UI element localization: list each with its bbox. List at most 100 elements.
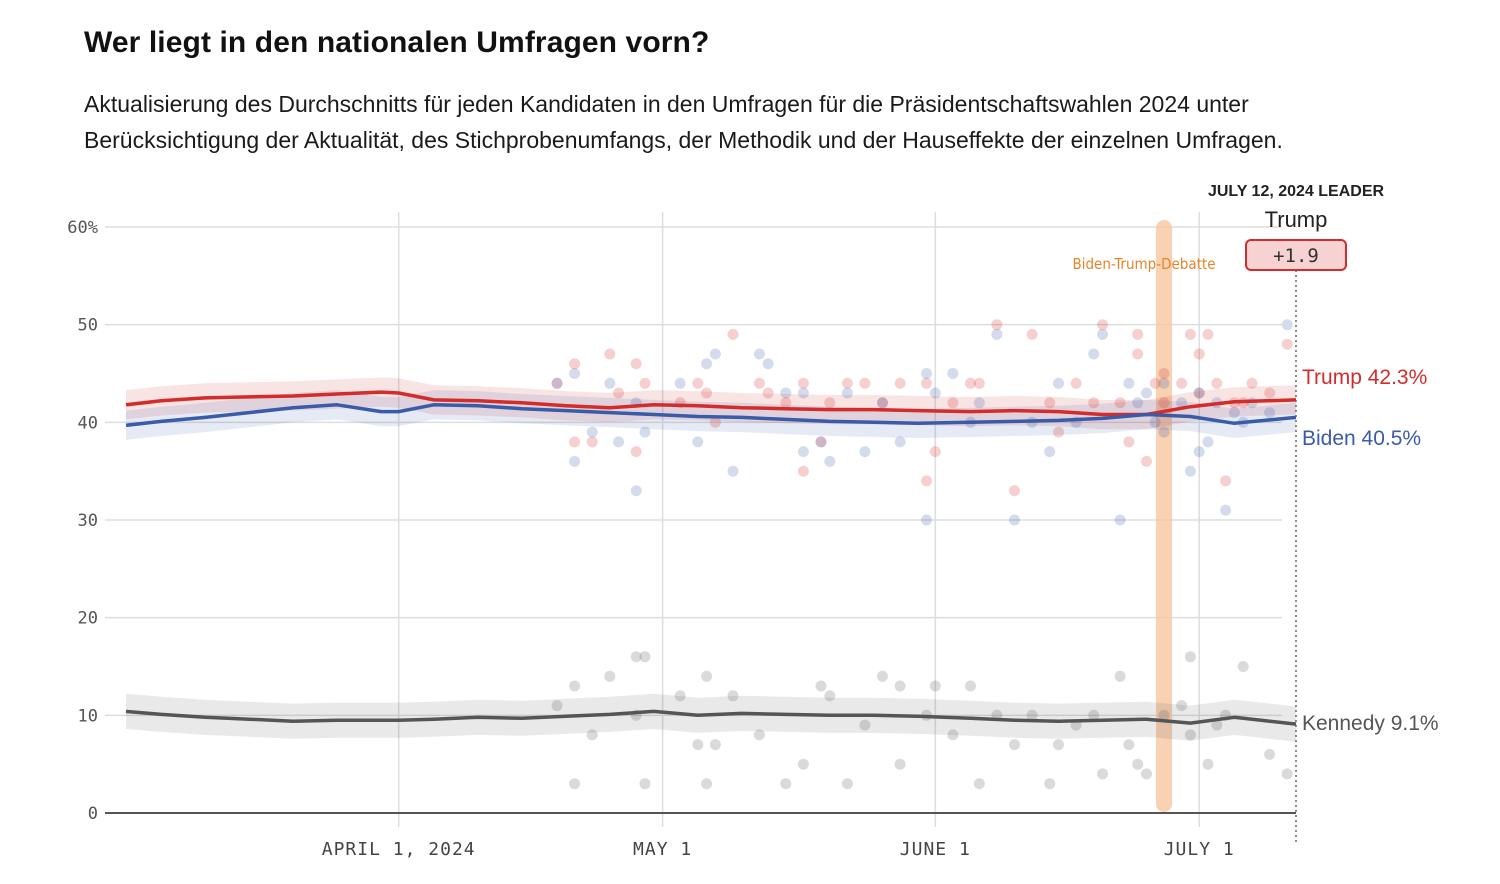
poll-dot-trump xyxy=(1246,377,1258,389)
average-lines xyxy=(125,390,1297,726)
poll-dot-biden xyxy=(551,377,563,389)
poll-dot-kennedy xyxy=(674,690,686,702)
poll-dot-biden xyxy=(1053,377,1064,389)
poll-dot-kennedy xyxy=(965,680,976,692)
poll-dot-trump xyxy=(727,328,739,340)
poll-dot-biden xyxy=(929,387,941,399)
poll-dot-biden xyxy=(1132,397,1144,409)
poll-dot-biden xyxy=(709,348,721,360)
poll-dot-biden xyxy=(701,358,713,370)
poll-dot-kennedy xyxy=(639,778,651,790)
poll-dot-biden xyxy=(1193,387,1205,399)
poll-dot-trump xyxy=(1193,387,1205,399)
end-label-trump: Trump 42.3% xyxy=(1302,366,1427,389)
poll-dot-trump xyxy=(701,387,713,399)
poll-dot-kennedy xyxy=(894,680,906,692)
poll-dot-kennedy xyxy=(947,729,959,741)
poll-dot-trump xyxy=(604,348,616,360)
poll-dot-kennedy xyxy=(1202,758,1214,770)
poll-dot-trump xyxy=(780,397,792,409)
poll-dot-kennedy xyxy=(815,680,827,692)
leader-margin-badge xyxy=(1245,239,1347,271)
poll-dot-trump xyxy=(630,446,642,458)
y-tick-label: 30 xyxy=(78,511,98,531)
poll-dot-trump xyxy=(1053,426,1064,438)
poll-dot-trump xyxy=(1176,377,1188,389)
poll-dot-biden xyxy=(877,397,888,409)
poll-dot-biden xyxy=(859,446,871,458)
poll-dot-trump xyxy=(1141,455,1152,467)
poll-dot-biden xyxy=(569,455,581,467)
poll-dot-kennedy xyxy=(569,680,581,692)
poll-dot-trump xyxy=(797,377,809,389)
poll-dot-trump xyxy=(965,377,976,389)
poll-dot-trump xyxy=(1158,397,1170,409)
poll-dot-trump xyxy=(859,377,871,389)
poll-dots xyxy=(551,319,1293,790)
poll-dot-trump xyxy=(1044,397,1056,409)
poll-dot-kennedy xyxy=(1141,768,1152,780)
poll-dot-biden xyxy=(1097,328,1108,340)
poll-dot-trump xyxy=(551,377,563,389)
poll-dot-biden xyxy=(1088,348,1100,360)
poll-dot-trump xyxy=(877,397,888,409)
poll-dot-trump xyxy=(762,387,774,399)
poll-dot-trump xyxy=(1202,328,1214,340)
poll-dot-biden xyxy=(947,368,959,379)
poll-dot-biden xyxy=(1158,377,1170,389)
poll-dot-kennedy xyxy=(841,778,853,790)
poll-dot-trump xyxy=(1114,397,1126,409)
poll-dot-trump xyxy=(1193,348,1205,360)
poll-dot-trump xyxy=(929,446,941,458)
poll-dot-biden xyxy=(1149,416,1161,428)
poll-dot-kennedy xyxy=(1088,709,1100,721)
poll-dot-biden xyxy=(991,328,1003,340)
poll-dot-kennedy xyxy=(630,651,642,663)
poll-dot-trump xyxy=(797,465,809,477)
poll-dot-trump xyxy=(1132,348,1144,360)
poll-dot-biden xyxy=(1158,426,1170,438)
y-tick-label: 50 xyxy=(78,316,98,336)
poll-dot-biden xyxy=(841,387,853,399)
poll-dot-biden xyxy=(630,485,642,497)
poll-dot-kennedy xyxy=(639,651,651,663)
poll-dot-trump xyxy=(1123,436,1135,448)
poll-dot-biden xyxy=(1193,446,1205,458)
poll-dot-biden xyxy=(1264,407,1276,419)
poll-dot-kennedy xyxy=(551,700,563,712)
poll-dot-biden xyxy=(815,436,827,448)
x-tick-label: JULY 1 xyxy=(1164,839,1235,860)
poll-dot-trump xyxy=(1088,397,1100,409)
poll-dot-trump xyxy=(921,377,932,389)
poll-dot-biden xyxy=(1202,436,1214,448)
poll-dot-biden xyxy=(1141,387,1152,399)
poll-dot-trump xyxy=(1026,328,1038,340)
poll-dot-biden xyxy=(1228,407,1240,419)
poll-dot-trump xyxy=(991,319,1003,331)
poll-dot-biden xyxy=(1123,377,1135,389)
leader-heading: JULY 12, 2024 LEADER xyxy=(1208,183,1385,200)
poll-dot-trump xyxy=(1097,319,1108,331)
line-trump xyxy=(125,390,1297,417)
poll-dot-biden xyxy=(921,514,932,526)
band-biden xyxy=(126,390,1296,440)
y-tick-label: 20 xyxy=(78,609,98,629)
confidence-bands xyxy=(126,377,1296,742)
poll-dot-kennedy xyxy=(1097,768,1108,780)
poll-dot-trump xyxy=(1184,328,1196,340)
poll-dot-kennedy xyxy=(780,778,792,790)
poll-dot-biden xyxy=(639,426,651,438)
poll-dot-kennedy xyxy=(1158,709,1170,721)
poll-dot-trump xyxy=(569,436,581,448)
chart-title: Wer liegt in den nationalen Umfragen vor… xyxy=(84,26,710,59)
poll-dot-biden xyxy=(753,348,765,360)
poll-dot-biden xyxy=(824,455,836,467)
poll-dot-trump xyxy=(613,387,625,399)
poll-dot-kennedy xyxy=(709,739,721,751)
poll-dot-biden xyxy=(1281,319,1293,331)
x-tick-label: MAY 1 xyxy=(633,839,692,860)
poll-dot-trump xyxy=(973,377,985,389)
poll-dot-kennedy xyxy=(1176,700,1188,712)
line-biden xyxy=(125,403,1297,428)
